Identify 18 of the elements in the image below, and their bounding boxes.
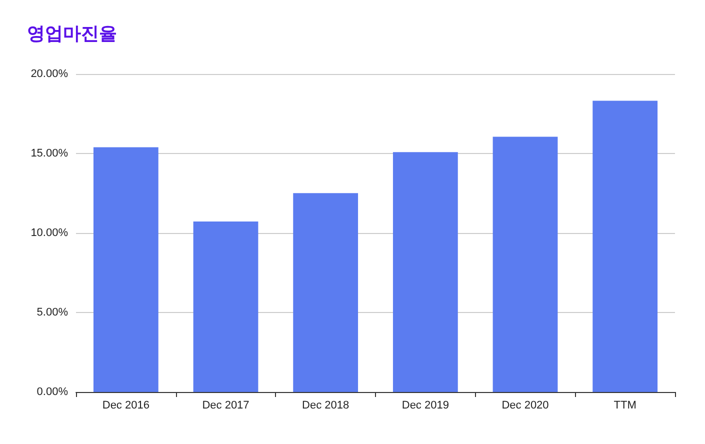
y-tick-label: 15.00% (30, 148, 68, 160)
x-tick-label: Dec 2020 (502, 400, 549, 412)
x-tick-label: Dec 2019 (402, 400, 449, 412)
x-tick-label: Dec 2017 (202, 400, 250, 412)
x-tick-label: Dec 2016 (102, 400, 150, 412)
bar (592, 100, 658, 392)
bar (93, 147, 158, 392)
bar (193, 222, 258, 392)
y-tick-label: 0.00% (36, 386, 68, 398)
x-tick-label: Dec 2018 (302, 400, 350, 412)
y-tick-label: 20.00% (30, 68, 68, 80)
bar (392, 152, 458, 392)
bar (293, 193, 358, 392)
chart-title: 영업마진율 (27, 24, 117, 44)
y-tick-label: 5.00% (36, 306, 68, 318)
x-tick-label: TTM (614, 400, 636, 412)
bar (492, 136, 558, 392)
y-tick-label: 10.00% (30, 227, 68, 239)
